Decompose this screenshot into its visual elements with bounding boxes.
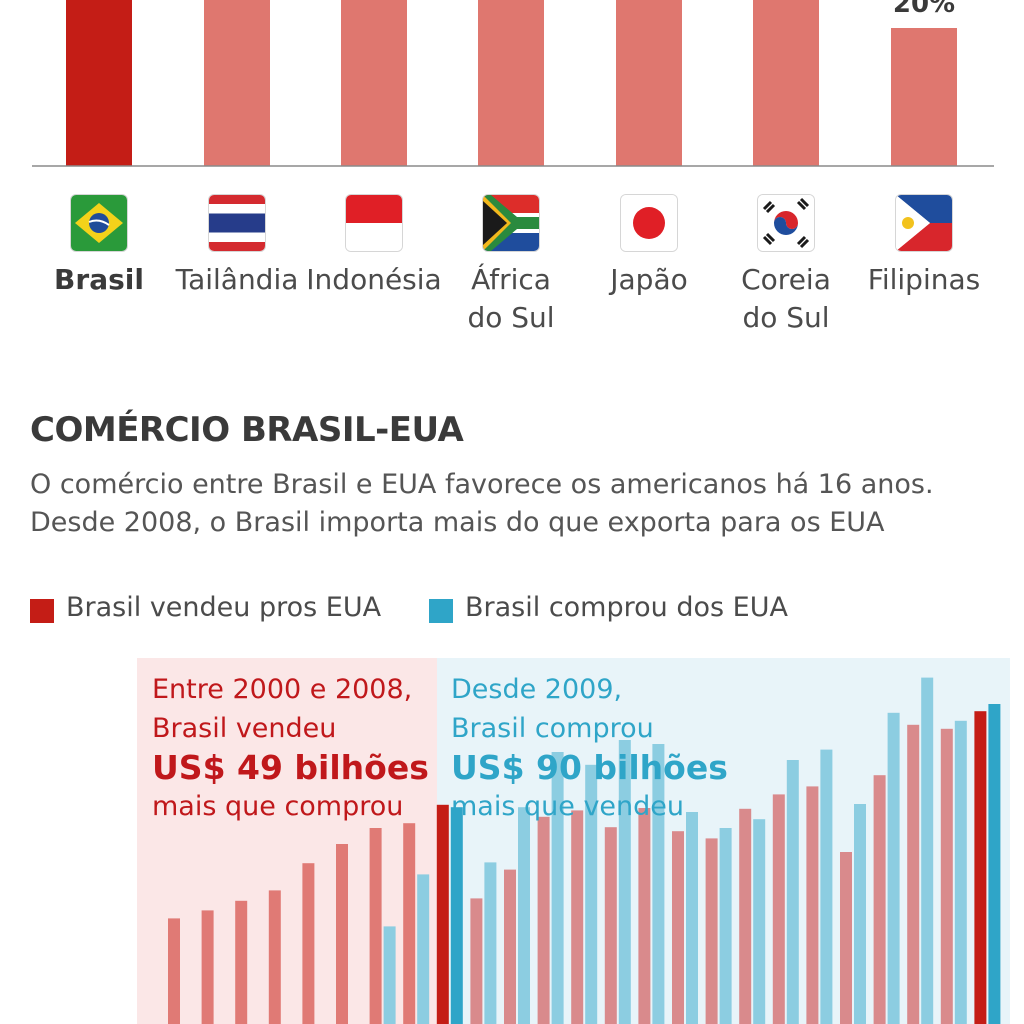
top-bar-chart: 20%: [32, 0, 994, 167]
philippines-flag-icon: [896, 195, 952, 251]
bar-bought-2020: [854, 804, 866, 1024]
bar-sold-2016: [705, 838, 718, 1024]
bar-sold-2013: [604, 827, 617, 1024]
bar-bought-2015: [686, 812, 698, 1024]
bar-sold-2000: [168, 918, 180, 1024]
bar-bought-2011: [551, 752, 564, 1024]
bar-bought-2023: [954, 720, 967, 1024]
south-korea-flag-icon: [758, 195, 814, 251]
annotation-left: Entre 2000 e 2008, Brasil vendeu US$ 49 …: [152, 670, 429, 826]
bar-4: [478, 0, 544, 166]
bar-sold-2009: [470, 898, 483, 1024]
bar-sold-2012: [571, 810, 584, 1024]
bar-bought-2016: [719, 828, 732, 1024]
bar-bought-2013: [618, 740, 631, 1024]
bar-7: [891, 28, 957, 166]
bar-5: [616, 0, 682, 166]
bar-6: [753, 0, 819, 166]
bar-2: [204, 0, 270, 166]
bar-bought-2019: [820, 749, 833, 1024]
country-label: Brasil: [54, 263, 144, 296]
annotation-right-line2: Brasil comprou: [451, 713, 654, 744]
country-label: Indonésia: [306, 263, 442, 296]
bar-sold-2008: [436, 804, 449, 1024]
bar-sold-2020: [840, 852, 852, 1024]
bar-sold-2024: [974, 711, 987, 1024]
legend-bought-swatch: [429, 599, 453, 623]
annotation-right-highlight: US$ 90 bilhões: [451, 748, 728, 787]
indonesia-flag-icon: [346, 195, 402, 251]
bar-sold-2002: [235, 900, 248, 1024]
japan-flag-icon: [621, 195, 677, 251]
bar-sold-2017: [739, 808, 752, 1024]
annotation-left-line2: Brasil vendeu: [152, 713, 337, 744]
annotation-left-highlight: US$ 49 bilhões: [152, 748, 429, 787]
bar-sold-2005: [336, 844, 348, 1024]
annotation-right-line1: Desde 2009,: [451, 674, 623, 705]
bar-bought-2014: [652, 744, 665, 1024]
annotation-right: Desde 2009, Brasil comprou US$ 90 bilhõe…: [451, 670, 728, 826]
country-label: Tailândia: [175, 263, 299, 296]
bar-bought-2006: [383, 926, 396, 1024]
bar-sold-2007: [403, 823, 416, 1024]
section-title: COMÉRCIO BRASIL-EUA: [30, 410, 464, 450]
country-label: África do Sul: [467, 263, 555, 334]
bar-sold-2014: [638, 808, 651, 1024]
annotation-left-line3: mais que comprou: [152, 791, 404, 822]
legend-bought-label: Brasil comprou dos EUA: [465, 592, 788, 623]
bar-3: [341, 0, 407, 167]
south-africa-flag-icon: [483, 195, 539, 251]
bar-sold-2001: [201, 910, 214, 1024]
bar-sold-2021: [873, 775, 886, 1024]
bar-bought-2017: [753, 819, 766, 1024]
bar-1: [66, 0, 132, 166]
bar-bought-2024: [988, 704, 1001, 1024]
bar-sold-2011: [537, 816, 550, 1024]
bar-bought-2010: [518, 807, 530, 1024]
brazil-flag-icon: [71, 195, 127, 251]
country-label: Japão: [610, 263, 688, 296]
bar-bought-2021: [887, 712, 900, 1024]
bar-bought-2022: [921, 677, 934, 1024]
bar-bought-2007: [417, 874, 430, 1024]
bar-sold-2003: [268, 890, 281, 1024]
bar-sold-2018: [772, 794, 785, 1024]
bar-bought-2009: [484, 862, 497, 1024]
legend-sold-swatch: [30, 599, 54, 623]
thailand-flag-icon: [209, 195, 265, 251]
bar-value-label: 20%: [893, 0, 955, 19]
bar-sold-2019: [806, 786, 819, 1024]
bar-sold-2015: [672, 831, 684, 1024]
bar-bought-2018: [786, 760, 799, 1024]
bar-sold-2023: [940, 728, 953, 1024]
bar-sold-2004: [302, 863, 315, 1024]
country-label: Filipinas: [867, 263, 981, 296]
country-label: Coreia do Sul: [741, 263, 831, 334]
bar-sold-2022: [907, 724, 920, 1024]
bar-bought-2008: [450, 807, 463, 1024]
legend-sold-label: Brasil vendeu pros EUA: [66, 592, 382, 623]
annotation-left-line1: Entre 2000 e 2008,: [152, 674, 413, 705]
annotation-right-line3: mais que vendeu: [451, 791, 685, 822]
section-description: O comércio entre Brasil e EUA favorece o…: [30, 469, 934, 538]
bar-sold-2006: [369, 828, 382, 1024]
bar-sold-2010: [504, 869, 516, 1024]
bar-bought-2012: [585, 764, 598, 1024]
